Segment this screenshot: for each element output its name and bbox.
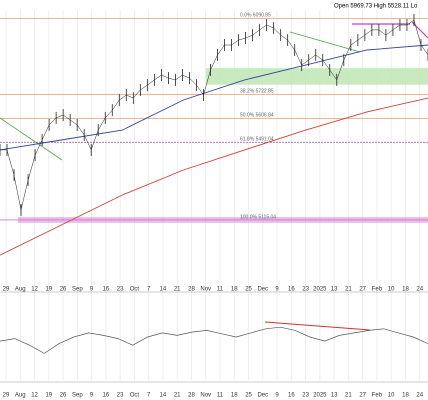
x-tick-label: 19: [45, 393, 52, 399]
x-tick-label: 19: [45, 287, 52, 293]
x-tick-label: 9: [90, 393, 94, 399]
x-tick-label: Oct: [130, 287, 140, 293]
x-tick-label: 23: [117, 287, 124, 293]
x-tick-label: 9: [275, 393, 279, 399]
x-tick-label: Feb: [372, 287, 383, 293]
x-tick-label: Feb: [372, 393, 383, 399]
x-tick-label: 25: [245, 393, 252, 399]
x-tick-label: Aug: [15, 287, 26, 293]
x-tick-label: 9: [90, 287, 94, 293]
x-tick-label: 14: [160, 287, 167, 293]
moving-average: [0, 44, 428, 151]
x-tick-label: 23: [117, 393, 124, 399]
x-tick-label: 28: [188, 393, 195, 399]
x-tick-label: 26: [60, 393, 67, 399]
x-tick-label: 16: [288, 393, 295, 399]
x-tick-label: 18: [231, 393, 238, 399]
x-tick-label: 2025: [313, 287, 327, 293]
x-tick-label: Dec: [257, 393, 268, 399]
x-tick-label: 7: [147, 393, 151, 399]
fib-label: 38.2% 5722.85: [240, 89, 274, 95]
x-tick-label: 12: [31, 393, 38, 399]
x-tick-label: Oct: [130, 393, 140, 399]
price-line: [0, 19, 428, 211]
x-tick-label: Dec: [257, 287, 268, 293]
x-tick-label: 18: [402, 287, 409, 293]
x-tick-label: Sep: [72, 393, 83, 399]
fib-label: 100.0% 5115.04: [240, 214, 276, 220]
fib-label: 50.0% 5606.84: [240, 113, 274, 119]
fib-label: 61.8% 5491.04: [240, 137, 274, 143]
rsi-trend-line: [264, 321, 371, 331]
x-tick-label: 21: [174, 287, 181, 293]
x-tick-label: 28: [188, 287, 195, 293]
x-tick-label: 11: [217, 393, 224, 399]
x-tick-label: 24: [416, 287, 423, 293]
x-tick-label: 21: [345, 393, 352, 399]
x-tick-label: Sep: [72, 287, 83, 293]
x-tick-label: 21: [345, 287, 352, 293]
x-tick-label: 16: [103, 287, 110, 293]
x-tick-label: 29: [3, 393, 10, 399]
x-tick-label: 23: [302, 393, 309, 399]
x-tick-label: 10: [388, 287, 395, 293]
x-tick-label: 26: [60, 287, 67, 293]
x-tick-label: Nov: [200, 287, 211, 293]
zones: 0.0% 6090.85 38.2% 5722.85 50.0% 5606.84 61…: [0, 13, 428, 223]
x-tick-label: 9: [275, 287, 279, 293]
trend-line: [289, 31, 361, 53]
x-tick-label: Aug: [15, 393, 26, 399]
x-tick-label: 11: [217, 287, 224, 293]
support-zone: [206, 68, 428, 85]
x-tick-label: Nov: [200, 393, 211, 399]
x-tick-label: 18: [402, 393, 409, 399]
x-tick-label: 13: [331, 287, 338, 293]
trend-line: [411, 21, 428, 39]
x-tick-label: 14: [160, 393, 167, 399]
x-tick-label: 23: [302, 287, 309, 293]
moving-average: [0, 97, 428, 256]
rsi-line: [0, 326, 428, 354]
x-tick-label: 18: [231, 287, 238, 293]
x-tick-label: 13: [331, 393, 338, 399]
x-tick-label: 12: [31, 287, 38, 293]
x-tick-label: 2025: [313, 393, 327, 399]
x-tick-label: 25: [245, 287, 252, 293]
x-tick-label: 21: [174, 393, 181, 399]
x-tick-label: 7: [147, 287, 151, 293]
fib-label: 0.0% 6090.85: [240, 13, 271, 19]
x-tick-label: 16: [103, 393, 110, 399]
x-tick-label: 10: [388, 393, 395, 399]
x-tick-label: 27: [359, 393, 366, 399]
header-text: Open 5969.73 High 5528.11 Lo: [334, 4, 418, 10]
grid: [5, 10, 421, 380]
x-tick-label: 16: [288, 287, 295, 293]
x-tick-label: 24: [416, 393, 423, 399]
x-tick-label: 27: [359, 287, 366, 293]
trend-line: [0, 117, 63, 161]
x-tick-label: 29: [3, 287, 10, 293]
